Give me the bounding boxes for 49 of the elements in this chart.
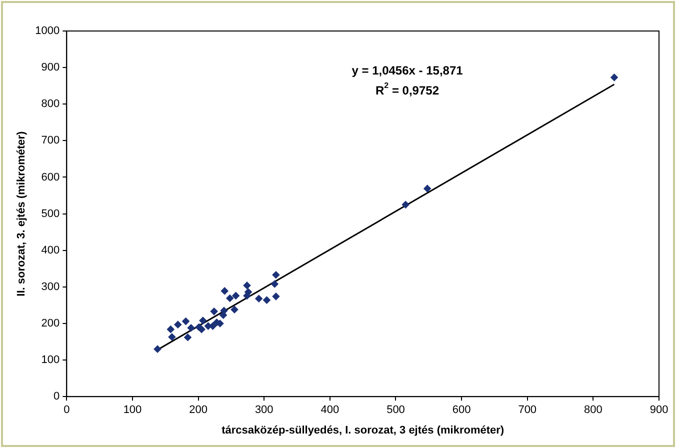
x-tick-label: 100: [123, 404, 142, 416]
point: [226, 294, 234, 302]
y-tick-label: 100: [41, 354, 60, 366]
y-tick-label: 800: [41, 98, 60, 110]
point: [244, 288, 252, 296]
x-tick-label: 900: [650, 404, 668, 416]
point: [184, 334, 192, 342]
x-tick-label: 700: [518, 404, 537, 416]
x-tick-label: 0: [64, 404, 70, 416]
point: [210, 308, 218, 316]
y-tick-label: 300: [41, 280, 60, 293]
y-tick-label: 0: [54, 390, 60, 403]
point: [166, 326, 174, 334]
point: [220, 287, 228, 295]
y-tick-label: 700: [41, 134, 60, 147]
point: [182, 318, 190, 325]
point: [424, 184, 432, 192]
point: [154, 345, 162, 353]
y-tick-label: 200: [41, 318, 60, 330]
x-tick-label: 400: [320, 404, 340, 416]
point: [199, 316, 207, 324]
y-tick-label: 400: [41, 244, 60, 256]
annotation: y = 1,0456x - 15,871: [352, 63, 464, 78]
x-tick-label: 600: [452, 404, 471, 416]
point: [270, 280, 278, 288]
point: [187, 324, 195, 332]
y-tick-label: 600: [41, 171, 60, 184]
point: [272, 271, 280, 279]
x-axis-title: tárcsaközép-süllyedés, I. sorozat, 3 ejtés (mikrométer): [222, 424, 504, 436]
point: [610, 74, 618, 82]
point: [232, 292, 240, 300]
point: [174, 320, 182, 328]
point: [263, 296, 270, 304]
point: [402, 200, 410, 208]
point: [230, 306, 238, 314]
x-tick-label: 800: [584, 404, 602, 416]
point: [168, 333, 176, 341]
y-tick-label: 1000: [35, 25, 60, 38]
point: [243, 282, 251, 290]
point: [198, 326, 206, 334]
point: [272, 292, 280, 300]
x-tick-label: 200: [189, 404, 208, 416]
x-tick-label: 500: [386, 404, 405, 416]
point: [255, 294, 263, 302]
y-axis-title: II. sorozat, 3. ejtés (mikrométer): [16, 130, 28, 296]
point: [220, 306, 228, 314]
x-tick-label: 300: [254, 404, 274, 416]
y-tick-label: 500: [41, 208, 60, 220]
y-tick-label: 900: [41, 62, 60, 74]
